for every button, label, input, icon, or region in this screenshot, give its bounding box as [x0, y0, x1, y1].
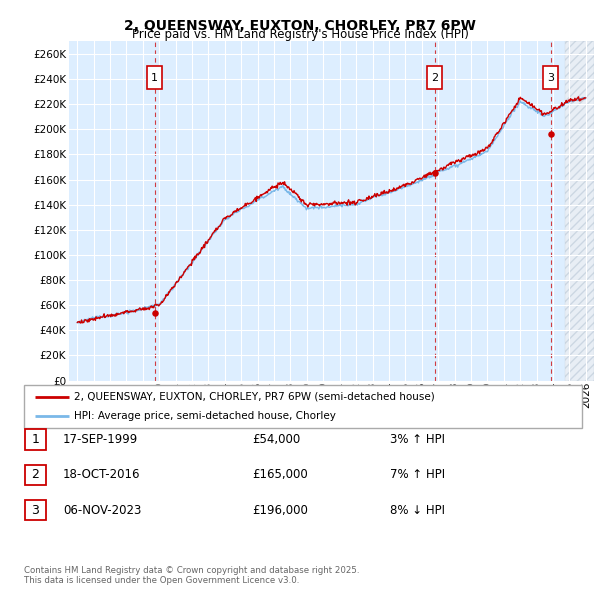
Text: £196,000: £196,000 — [252, 504, 308, 517]
Text: 3% ↑ HPI: 3% ↑ HPI — [390, 433, 445, 446]
Text: 2, QUEENSWAY, EUXTON, CHORLEY, PR7 6PW: 2, QUEENSWAY, EUXTON, CHORLEY, PR7 6PW — [124, 19, 476, 33]
Text: 1: 1 — [151, 73, 158, 83]
Text: 18-OCT-2016: 18-OCT-2016 — [63, 468, 140, 481]
Text: 2, QUEENSWAY, EUXTON, CHORLEY, PR7 6PW (semi-detached house): 2, QUEENSWAY, EUXTON, CHORLEY, PR7 6PW (… — [74, 392, 435, 402]
Text: 7% ↑ HPI: 7% ↑ HPI — [390, 468, 445, 481]
Point — [546, 130, 556, 139]
Bar — [565, 41, 594, 381]
Text: 8% ↓ HPI: 8% ↓ HPI — [390, 504, 445, 517]
Text: 3: 3 — [31, 504, 40, 517]
Text: 2: 2 — [431, 73, 439, 83]
Point — [430, 169, 440, 178]
Text: 3: 3 — [547, 73, 554, 83]
Text: 2: 2 — [31, 468, 40, 481]
Text: £54,000: £54,000 — [252, 433, 300, 446]
Text: 06-NOV-2023: 06-NOV-2023 — [63, 504, 142, 517]
FancyBboxPatch shape — [427, 67, 442, 89]
Point — [150, 308, 160, 317]
FancyBboxPatch shape — [147, 67, 162, 89]
Text: Contains HM Land Registry data © Crown copyright and database right 2025.
This d: Contains HM Land Registry data © Crown c… — [24, 566, 359, 585]
Text: Price paid vs. HM Land Registry's House Price Index (HPI): Price paid vs. HM Land Registry's House … — [131, 28, 469, 41]
Text: £165,000: £165,000 — [252, 468, 308, 481]
Text: 1: 1 — [31, 433, 40, 446]
FancyBboxPatch shape — [543, 67, 558, 89]
Text: HPI: Average price, semi-detached house, Chorley: HPI: Average price, semi-detached house,… — [74, 411, 336, 421]
Bar — [565, 41, 594, 381]
Text: 17-SEP-1999: 17-SEP-1999 — [63, 433, 138, 446]
